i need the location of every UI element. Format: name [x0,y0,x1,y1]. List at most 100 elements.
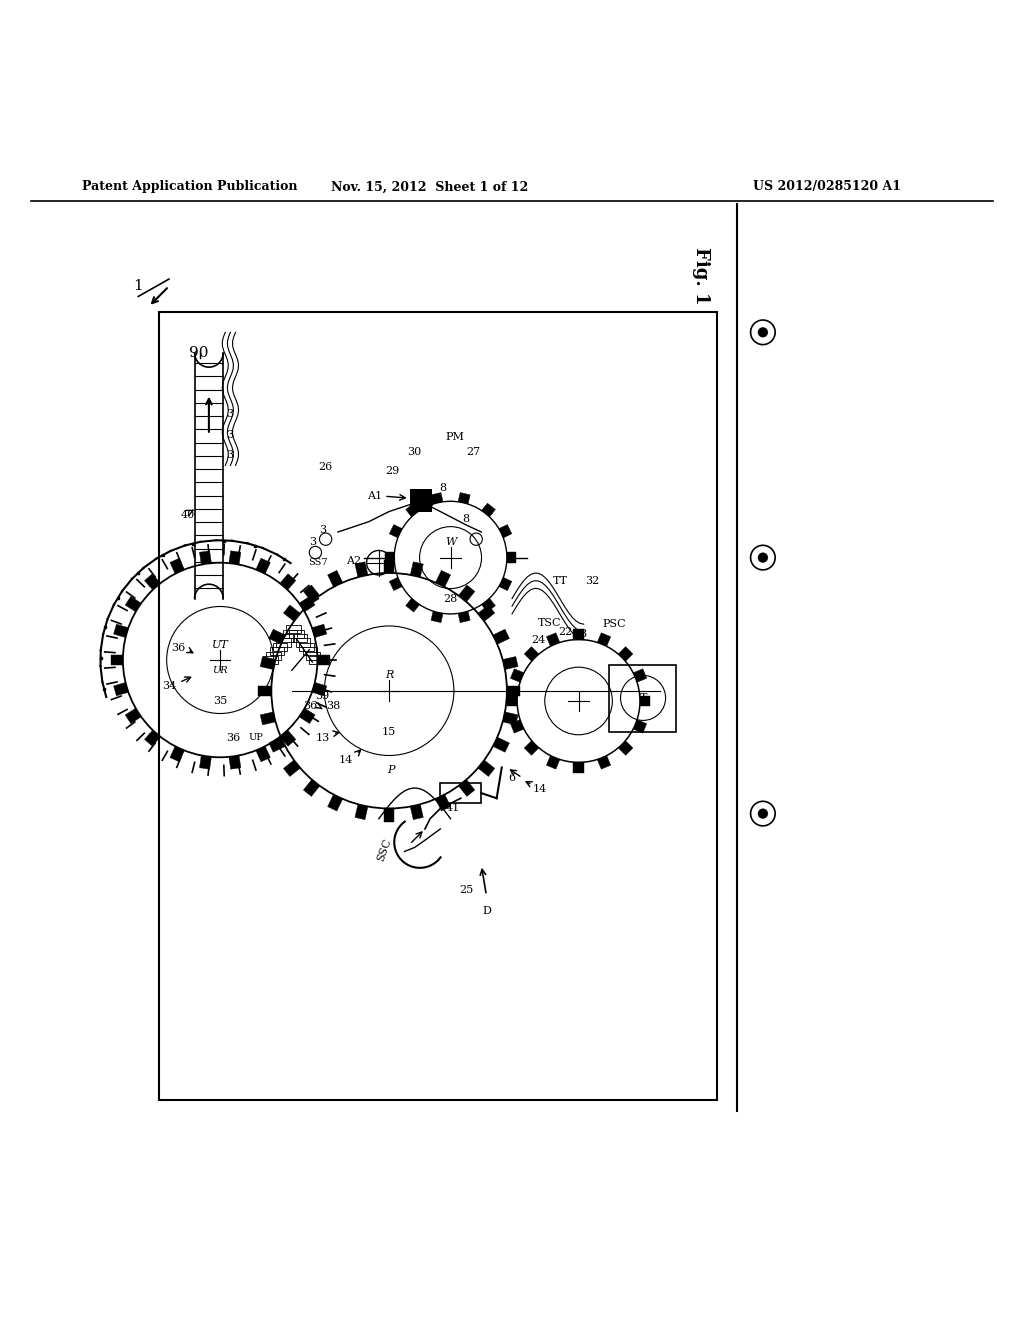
Text: 38: 38 [326,701,340,711]
Polygon shape [547,756,560,770]
Bar [299,643,313,651]
Polygon shape [312,682,327,696]
Text: PSC: PSC [602,619,626,630]
Bar [263,656,278,664]
Bar [306,652,321,660]
Circle shape [758,327,768,338]
Text: 1: 1 [133,280,143,293]
Text: Fig. 1: Fig. 1 [692,247,711,305]
Polygon shape [507,685,520,696]
Polygon shape [435,795,451,810]
Polygon shape [328,795,343,810]
Polygon shape [317,655,330,665]
Bar [269,647,284,655]
Text: 8: 8 [463,513,469,524]
Polygon shape [280,730,296,746]
Polygon shape [597,756,610,770]
Polygon shape [431,611,443,623]
Bar [293,634,307,642]
Bar [296,639,310,647]
Text: PM: PM [445,432,464,442]
Bar [410,488,432,512]
Polygon shape [507,696,517,706]
Polygon shape [510,669,523,682]
Polygon shape [299,597,315,611]
Polygon shape [597,632,610,647]
Polygon shape [458,611,470,623]
Text: SSC: SSC [375,837,393,862]
Bar [280,634,294,642]
Polygon shape [503,711,518,725]
Bar [309,656,324,664]
Polygon shape [260,711,275,725]
Polygon shape [258,685,271,696]
Polygon shape [284,760,300,776]
Text: 36: 36 [171,643,185,652]
Polygon shape [493,630,509,644]
Bar [283,630,297,638]
Polygon shape [280,574,296,590]
Polygon shape [459,780,475,796]
Text: 3: 3 [319,525,326,535]
Text: 14: 14 [532,784,547,795]
Polygon shape [355,562,368,577]
Polygon shape [111,655,123,665]
Polygon shape [125,709,141,723]
Polygon shape [303,585,319,602]
Polygon shape [229,550,241,565]
Bar [266,652,281,660]
Text: 23: 23 [573,630,588,639]
Polygon shape [640,696,650,706]
Bar [609,665,676,731]
Polygon shape [634,669,647,682]
Bar [273,643,288,651]
Text: 25: 25 [459,886,473,895]
Text: TSC: TSC [539,618,561,628]
Polygon shape [200,755,211,770]
Text: 26: 26 [318,462,333,473]
Text: P: P [387,764,395,775]
Polygon shape [389,524,402,537]
Polygon shape [431,492,443,504]
Polygon shape [389,577,402,590]
Polygon shape [459,585,475,602]
Bar [303,647,317,655]
Polygon shape [406,503,420,516]
Text: 14: 14 [339,755,353,766]
Polygon shape [435,570,451,587]
Polygon shape [411,804,423,820]
Text: 3: 3 [226,409,232,420]
Text: 24: 24 [531,635,546,644]
Polygon shape [547,632,560,647]
Text: 39: 39 [315,690,330,701]
Polygon shape [507,553,516,562]
Text: R: R [385,671,393,680]
Text: 28: 28 [443,594,458,603]
Polygon shape [481,598,496,612]
Polygon shape [260,656,275,669]
Text: 3: 3 [226,430,232,440]
Text: SS7: SS7 [307,558,328,568]
Text: 22: 22 [558,627,572,638]
Text: UP: UP [249,734,263,742]
Text: W: W [444,537,457,548]
Polygon shape [269,737,286,752]
Polygon shape [355,804,368,820]
Text: 35: 35 [213,696,227,706]
Text: 32: 32 [585,576,599,586]
Polygon shape [573,763,584,772]
Text: 15: 15 [382,727,396,737]
Polygon shape [481,503,496,516]
Text: 41: 41 [445,804,460,813]
Bar [440,783,481,804]
Polygon shape [478,760,495,776]
Text: A1: A1 [368,491,382,502]
Bar [276,639,291,647]
Text: 34: 34 [162,681,176,690]
Text: TT: TT [553,576,567,586]
Text: 36: 36 [303,701,317,711]
Polygon shape [114,624,128,638]
Polygon shape [284,605,300,622]
Polygon shape [384,560,394,573]
Polygon shape [618,741,633,755]
